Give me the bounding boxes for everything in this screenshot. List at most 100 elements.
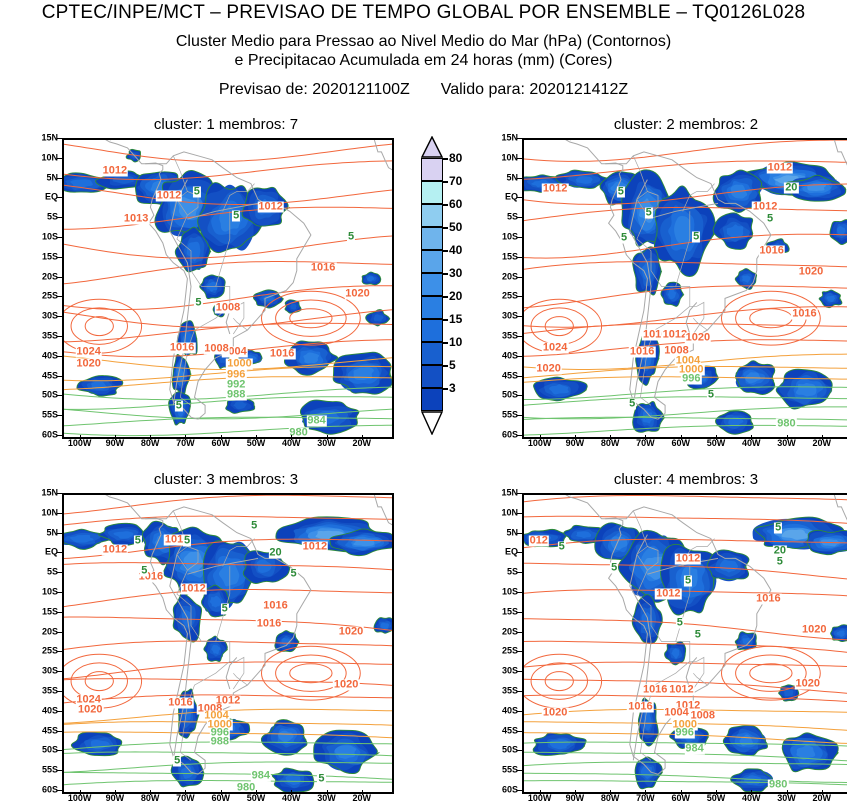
y-axis-tick [517,691,522,692]
colorbar-tick-label: 15 [449,312,463,326]
x-axis-tick-label: 20W [352,438,372,448]
y-axis-tick-label: EQ [504,191,518,202]
x-axis-tick-label: 60W [671,793,690,803]
pressure-contour-label: 1012 [751,200,779,213]
precip-contour-label: 5 [173,754,182,767]
y-axis-tick [517,611,522,613]
precip-contour-label: 5 [693,628,702,641]
x-axis-tick-label: 30W [317,438,336,448]
x-axis-tick [220,435,222,440]
map-plot-cluster-4[interactable]: 012 1012 20 1012 1016 1020 1020 1016 1012 1016 101… [522,493,847,794]
colorbar-top-arrow [421,136,443,158]
pressure-contour-label: 980 [288,426,309,439]
pressure-contour-label: 1012 [101,543,129,556]
x-axis-tick-label: 50W [246,438,266,448]
colorbar-tick-label: 30 [449,266,463,280]
y-axis-tick [517,631,522,633]
y-axis-tick-label: 20S [41,626,58,637]
y-axis-tick-label: 40S [501,705,518,716]
header: CPTEC/INPE/MCT – PREVISAO DE TEMPO GLOBA… [0,0,847,99]
y-axis-tick-label: 40S [41,705,58,716]
y-axis-tick [57,572,62,574]
x-axis-tick [185,790,187,795]
map-plot-cluster-3[interactable]: 1012 1012 1012 20 1016 1012 1016 1020 1016 1020 10… [62,493,394,794]
precip-contour-label: 5 [232,209,241,222]
precip-contour-label: 5 [619,231,629,244]
x-axis-tick [715,790,717,795]
x-axis-tick-label: 60W [211,793,230,803]
y-axis-tick [57,671,62,673]
y-axis-tick-label: 15N [501,487,518,498]
y-axis-tick-label: 5S [506,566,518,577]
pressure-contour-label: 1024 [75,693,102,706]
x-axis-tick [361,790,363,795]
colorbar-tick-mark [443,181,448,183]
x-axis-tick [79,435,81,440]
pressure-contour-label: 1012 [257,200,284,213]
y-axis-tick-label: 10N [501,507,518,518]
precip-contour-label: 20 [772,544,787,557]
colorbar-tick-label: 20 [449,289,463,303]
x-axis-tick [680,790,682,795]
y-axis-tick-label: 35S [41,685,58,696]
pressure-contour-label: 1008 [689,709,716,722]
pressure-contour-label: 1012 [674,699,702,712]
pressure-contour-label: 1012 [661,328,689,341]
pressure-contour-label: 1020 [344,287,371,300]
y-axis-tick-label: 50S [41,744,58,755]
x-axis-tick [786,435,788,440]
x-axis-tick [255,790,257,795]
y-axis-tick-label: 10S [501,586,518,597]
pressure-contour-label: 1020 [337,625,365,638]
y-axis-tick-label: 15N [41,132,58,143]
colorbar-tick-label: 5 [449,358,456,372]
pressure-contour-label: 1016 [627,700,654,713]
x-axis-tick-label: 80W [140,438,160,448]
y-axis-tick [517,375,522,377]
y-axis-tick [517,138,522,139]
pressure-contour-label: 1016 [137,570,165,583]
x-axis-tick [185,435,187,440]
map-plot-cluster-1[interactable]: 1012 1012 1013 1012 1016 1020 1008 1016 1004 1008… [62,138,394,439]
x-axis-tick-label: 90W [565,438,585,448]
y-axis-tick [57,512,62,514]
colorbar-band [421,388,443,411]
panel-cluster-1: cluster: 1 membros: 7 1012 1012 1013 1012 101… [41,116,394,448]
precip-contour-label: 5 [250,519,259,532]
forecast-time-line: Previsao de: 2020121100Z Valido para: 20… [0,81,847,99]
x-axis-tick [645,435,647,440]
y-axis-tick [517,770,522,772]
y-axis-tick [57,435,62,436]
pressure-contour-label: 1008 [663,344,690,357]
y-axis-tick [57,750,62,752]
y-axis-tick-label: 30S [501,665,518,676]
pressure-contour-label: 1012 [655,587,682,600]
y-axis-tick [57,157,62,159]
pressure-contour-label: 980 [768,778,789,791]
y-axis-tick-label: 5S [46,211,58,222]
y-axis-tick-label: 15S [501,251,518,262]
x-axis-tick [610,790,612,795]
pressure-contour-label: 1012 [301,540,329,553]
pressure-contour-label: 1020 [76,703,104,716]
y-axis-tick-label: 25S [501,290,518,301]
map-plot-cluster-2[interactable]: 1012 1012 20 1012 1016 1020 1016 1016 1012 1020 10… [522,138,847,439]
pressure-contour-label: 1013 [122,212,150,225]
precipitation-colorbar: 80 70 60 50 40 30 20 15 10 5 3 [421,136,491,439]
panel-title-cluster-3: cluster: 3 membros: 3 [153,471,299,488]
pressure-contour-label: 1016 [755,592,782,605]
pressure-contour-label: 1016 [167,696,194,709]
x-axis-tick-label: 100W [67,438,92,448]
y-axis-tick-label: 60S [41,784,58,795]
pressure-contour-label: 1016 [791,307,818,320]
y-axis-tick [57,631,62,633]
colorbar-tick-label: 50 [449,220,463,234]
pressure-contour-label: 984 [250,769,271,782]
pressure-contour-label: 1008 [196,702,224,715]
precipitation-shading [524,161,847,435]
pressure-contour-label: 1012 [180,582,207,595]
y-axis-tick-label: 25S [41,645,58,656]
x-axis-tick [574,790,576,795]
y-axis-tick-label: 25S [501,645,518,656]
precip-contour-label: 5 [174,399,183,412]
